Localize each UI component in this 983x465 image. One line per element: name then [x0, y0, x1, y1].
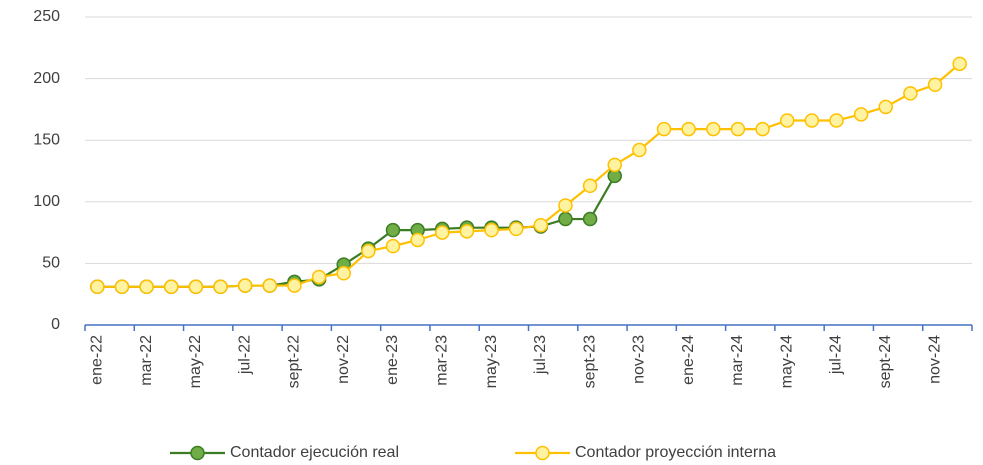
point: [139, 279, 154, 295]
point: [459, 224, 475, 239]
point: [829, 113, 844, 128]
y-tick-label: 200: [33, 70, 60, 87]
point: [237, 278, 253, 293]
x-tick-label: jul-22: [236, 335, 253, 375]
point: [681, 121, 696, 137]
point: [558, 198, 573, 213]
point: [188, 279, 204, 295]
x-tick-label: ene-22: [89, 335, 106, 385]
y-tick-label: 250: [33, 8, 60, 25]
point: [558, 211, 573, 227]
point: [607, 157, 622, 173]
x-tick-label: mar-23: [433, 335, 450, 386]
point: [385, 238, 401, 254]
legend-marker: [190, 445, 205, 461]
point: [311, 269, 327, 285]
point: [730, 121, 746, 137]
point: [385, 222, 401, 238]
point: [287, 278, 302, 293]
legend-marker: [535, 445, 550, 461]
x-tick-label: jul-24: [828, 335, 845, 375]
y-tick-label: 100: [33, 193, 60, 210]
x-tick-label: mar-24: [729, 335, 746, 386]
point: [878, 99, 894, 115]
x-tick-label: may-22: [187, 335, 204, 388]
point: [927, 77, 943, 93]
x-tick-label: sept-22: [286, 335, 303, 388]
x-tick-label: ene-24: [680, 335, 697, 385]
point: [90, 279, 105, 295]
y-tick-label: 150: [33, 131, 60, 148]
legend-label: Contador proyección interna: [575, 444, 776, 461]
x-tick-label: may-23: [483, 335, 500, 388]
x-tick-label: may-24: [778, 335, 795, 388]
x-tick-label: nov-24: [926, 335, 943, 384]
point: [508, 221, 524, 237]
point: [632, 142, 647, 158]
point: [533, 217, 549, 233]
point: [484, 222, 499, 238]
point: [361, 243, 376, 259]
point: [435, 225, 450, 240]
point: [262, 278, 278, 293]
point: [410, 232, 425, 248]
point: [706, 121, 721, 137]
point: [163, 279, 179, 295]
point: [336, 266, 351, 281]
point: [853, 107, 869, 122]
point: [656, 121, 672, 137]
series-line: [97, 62, 961, 288]
legend-label: Contador ejecución real: [230, 444, 399, 461]
point: [582, 211, 598, 227]
x-tick-label: sept-23: [581, 335, 598, 388]
point: [779, 113, 795, 128]
y-tick-label: 50: [42, 255, 60, 272]
x-tick-label: mar-22: [138, 335, 155, 386]
point: [903, 86, 918, 101]
x-tick-label: nov-22: [335, 335, 352, 384]
point: [582, 178, 598, 194]
y-tick-label: 0: [51, 316, 60, 333]
x-tick-label: ene-23: [384, 335, 401, 385]
point: [755, 121, 770, 137]
x-tick-label: sept-24: [877, 335, 894, 388]
point: [213, 279, 228, 295]
x-tick-label: jul-23: [532, 335, 549, 375]
x-tick-label: nov-23: [631, 335, 648, 384]
point: [804, 113, 820, 128]
point: [952, 56, 967, 72]
point: [114, 279, 130, 295]
